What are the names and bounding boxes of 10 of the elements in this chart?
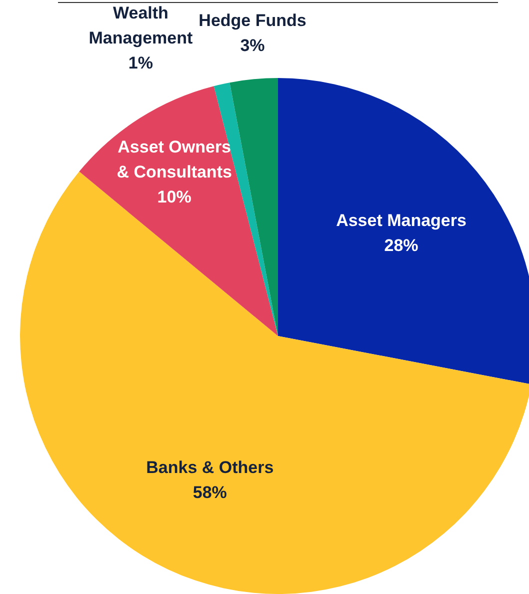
data-label: 10% <box>157 187 192 206</box>
data-label: 28% <box>384 236 418 256</box>
slice-label: Hedge Funds <box>198 10 306 30</box>
data-label: 3% <box>240 36 265 55</box>
slice-label: Asset Managers <box>336 211 466 230</box>
data-label: 1% <box>128 54 154 73</box>
slice-label: Wealth Management <box>88 4 194 48</box>
slice-label: Asset Owners & Consultants <box>116 137 232 182</box>
slice-label: Banks & Others <box>146 458 274 477</box>
data-label: 58% <box>192 482 227 502</box>
